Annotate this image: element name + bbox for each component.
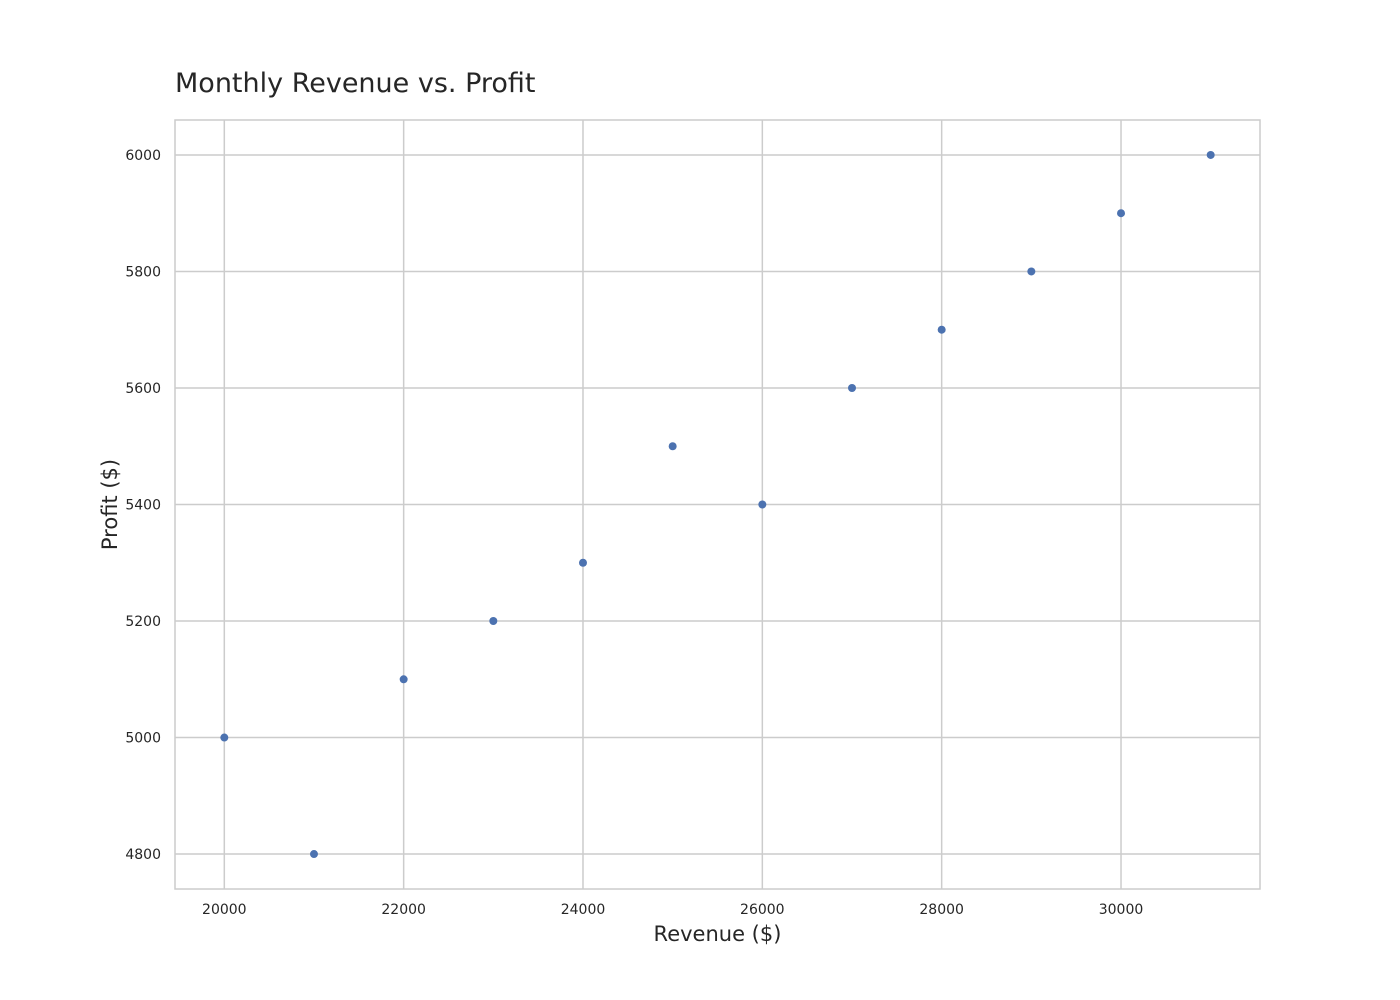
chart-title: Monthly Revenue vs. Profit	[175, 68, 536, 99]
x-tick-label: 30000	[1099, 902, 1144, 918]
data-point	[1206, 150, 1215, 159]
data-point	[758, 500, 767, 509]
x-tick-labels: 20000 22000 24000 26000 28000 30000	[202, 902, 1143, 918]
data-point	[1117, 209, 1126, 218]
data-point	[668, 442, 677, 451]
grid-lines	[175, 120, 1260, 889]
data-point	[399, 675, 408, 684]
x-axis-label: Revenue ($)	[654, 922, 782, 946]
y-tick-label: 4800	[125, 847, 161, 863]
data-point	[578, 558, 587, 567]
data-points	[220, 150, 1215, 859]
y-tick-label: 5600	[125, 381, 161, 397]
x-tick-label: 28000	[919, 902, 964, 918]
y-tick-label: 5000	[125, 731, 161, 747]
data-point	[848, 383, 857, 392]
y-tick-label: 5800	[125, 264, 161, 280]
data-point	[1027, 267, 1036, 276]
x-tick-label: 20000	[202, 902, 247, 918]
x-tick-label: 22000	[381, 902, 426, 918]
data-point	[937, 325, 946, 334]
y-tick-label: 5200	[125, 614, 161, 630]
data-point	[489, 617, 498, 626]
plot-frame	[174, 119, 1261, 890]
y-tick-label: 6000	[125, 148, 161, 164]
y-tick-label: 5400	[125, 498, 161, 514]
y-axis-label: Profit ($)	[98, 459, 122, 550]
y-tick-labels: 4800 5000 5200 5400 5600 5800 6000	[125, 148, 161, 863]
x-tick-label: 24000	[561, 902, 606, 918]
x-tick-label: 26000	[740, 902, 785, 918]
data-point	[220, 733, 229, 742]
data-point	[309, 850, 318, 859]
